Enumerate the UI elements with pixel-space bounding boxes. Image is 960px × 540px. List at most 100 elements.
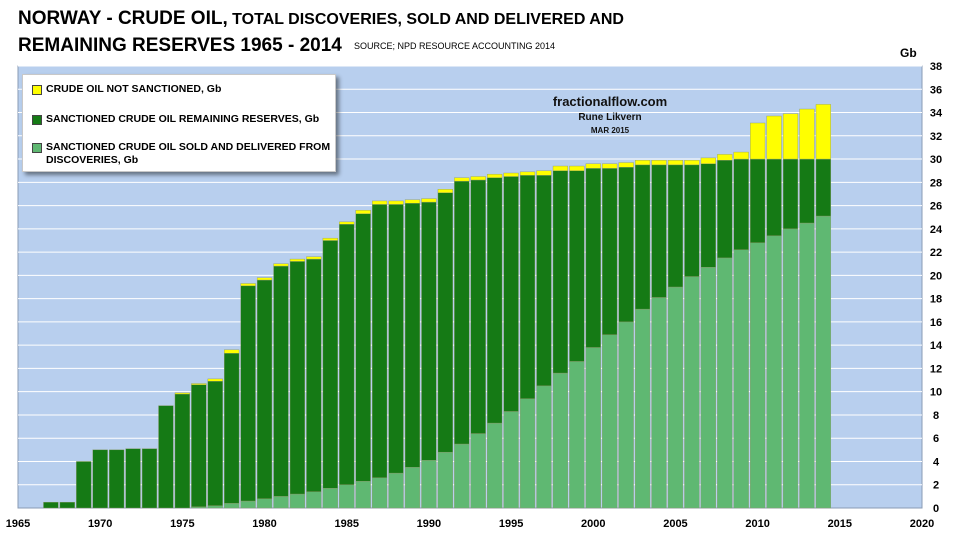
bar-segment [421, 198, 437, 203]
bar-segment [76, 461, 92, 509]
x-tick-label: 1995 [499, 518, 523, 530]
y-tick-label: 10 [930, 387, 942, 399]
bar-segment [602, 334, 618, 509]
x-tick-label: 1975 [170, 518, 194, 530]
bar-segment [372, 477, 388, 509]
bar-segment [487, 177, 503, 424]
chart-title-line-2: REMAINING RESERVES 1965 - 2014 [18, 35, 342, 56]
bar-segment [306, 491, 322, 509]
y-tick-label: 22 [930, 247, 942, 259]
bar-segment [125, 448, 141, 509]
y-tick-label: 28 [930, 177, 942, 189]
bar-segment [750, 122, 766, 160]
legend-swatch-not-sanctioned [32, 85, 42, 95]
bar-segment [92, 449, 108, 509]
y-tick-label: 6 [933, 433, 939, 445]
x-tick-label: 2020 [910, 518, 934, 530]
bar-segment [240, 283, 256, 287]
bar-segment [273, 496, 289, 509]
bar-segment [470, 179, 486, 434]
bar-segment [59, 501, 75, 509]
bar-segment [289, 493, 306, 509]
bar-segment [815, 215, 831, 509]
chart-title-sub: TOTAL DISCOVERIES, SOLD AND DELIVERED AN… [227, 11, 624, 28]
bar-segment [634, 308, 651, 509]
bar-segment [552, 165, 568, 171]
bar-segment [339, 484, 355, 509]
bar-segment [306, 258, 322, 492]
bar-segment [43, 501, 59, 509]
bar-segment [421, 201, 437, 461]
y-tick-label: 14 [930, 340, 943, 352]
legend-label-remaining: SANCTIONED CRUDE OIL REMAINING RESERVES,… [46, 113, 320, 125]
bar-segment [536, 175, 552, 387]
bar-segment [372, 200, 388, 205]
bar-segment [717, 160, 733, 259]
bar-segment [651, 160, 667, 166]
bar-segment [684, 276, 700, 509]
credit-author: Rune Likvern [578, 112, 642, 123]
bar-segment [503, 411, 519, 509]
bar-segment [158, 405, 174, 509]
y-tick-label: 12 [930, 363, 942, 375]
x-tick-label: 2000 [581, 518, 605, 530]
y-tick-label: 8 [933, 410, 939, 422]
bar-segment [634, 160, 651, 166]
y-tick-label: 20 [930, 270, 942, 282]
y-tick-label: 16 [930, 317, 942, 329]
x-tick-label: 1980 [252, 518, 276, 530]
bar-segment [684, 160, 700, 166]
bar-segment [750, 158, 766, 243]
bar-segment [651, 164, 667, 298]
bar-segment [404, 199, 421, 204]
bar-segment [454, 177, 470, 182]
bar-segment [339, 223, 355, 485]
bar-segment [306, 256, 322, 260]
bar-segment [585, 347, 601, 509]
bar-segment [487, 422, 503, 509]
bar-segment [404, 467, 421, 509]
x-tick-label: 1990 [417, 518, 441, 530]
bar-segment [109, 449, 125, 509]
bar-segment [191, 384, 207, 508]
bar-segment [503, 176, 519, 412]
bar-segment [240, 285, 256, 502]
bar-segment [372, 204, 388, 478]
x-tick-label: 2015 [828, 518, 852, 530]
bar-segment [322, 237, 338, 241]
bar-segment [733, 249, 749, 509]
bar-segment [339, 221, 355, 225]
bar-segment [519, 171, 536, 176]
y-tick-label: 34 [930, 108, 943, 120]
bar-segment [256, 279, 273, 499]
bar-segment [240, 500, 256, 509]
y-tick-label: 4 [933, 456, 940, 468]
bar-segment [618, 166, 634, 323]
bar-segment [700, 163, 716, 268]
bar-segment [618, 162, 634, 168]
legend-label-sold: SANCTIONED CRUDE OIL SOLD AND DELIVERED … [46, 141, 331, 166]
bar-segment [733, 158, 749, 250]
x-tick-label: 2010 [745, 518, 769, 530]
x-tick-label: 1970 [88, 518, 112, 530]
legend-label-not-sanctioned: CRUDE OIL NOT SANCTIONED, Gb [46, 83, 222, 95]
bar-segment [224, 503, 240, 509]
bar-segment [782, 158, 799, 230]
chart-title-line-1: NORWAY - CRUDE OIL, TOTAL DISCOVERIES, S… [18, 8, 624, 30]
bar-segment [536, 170, 552, 176]
bar-segment [470, 433, 486, 509]
bar-segment [766, 115, 782, 160]
y-tick-label: 36 [930, 84, 942, 96]
bar-segment [388, 472, 404, 509]
bar-segment [585, 168, 601, 348]
bar-segment [273, 265, 289, 497]
bar-segment [717, 154, 733, 161]
y-axis-unit: Gb [900, 46, 917, 60]
bar-segment [782, 113, 799, 160]
bar-segment [437, 451, 453, 509]
bar-segment [174, 393, 190, 509]
bar-segment [766, 235, 782, 509]
bar-segment [667, 160, 684, 166]
y-tick-label: 38 [930, 61, 942, 73]
